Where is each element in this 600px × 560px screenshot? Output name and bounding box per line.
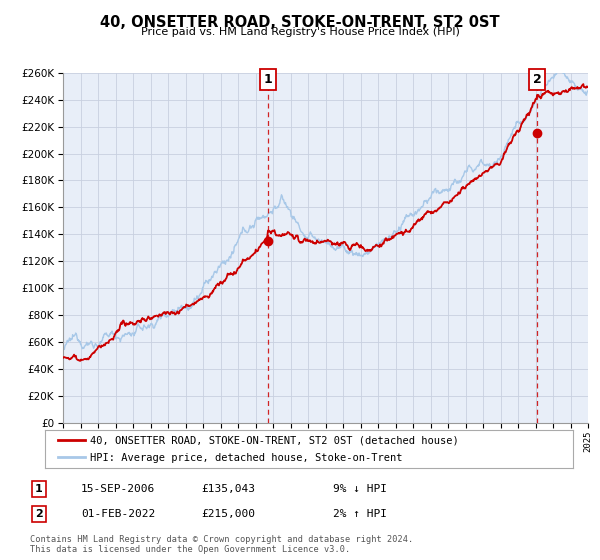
Text: 1: 1	[35, 484, 43, 494]
Text: 40, ONSETTER ROAD, STOKE-ON-TRENT, ST2 0ST: 40, ONSETTER ROAD, STOKE-ON-TRENT, ST2 0…	[100, 15, 500, 30]
Text: This data is licensed under the Open Government Licence v3.0.: This data is licensed under the Open Gov…	[30, 545, 350, 554]
Text: 2% ↑ HPI: 2% ↑ HPI	[333, 509, 387, 519]
Text: HPI: Average price, detached house, Stoke-on-Trent: HPI: Average price, detached house, Stok…	[90, 452, 403, 463]
Text: 01-FEB-2022: 01-FEB-2022	[81, 509, 155, 519]
Text: Contains HM Land Registry data © Crown copyright and database right 2024.: Contains HM Land Registry data © Crown c…	[30, 535, 413, 544]
Text: 1: 1	[263, 73, 272, 86]
Text: Price paid vs. HM Land Registry's House Price Index (HPI): Price paid vs. HM Land Registry's House …	[140, 27, 460, 38]
Text: £135,043: £135,043	[201, 484, 255, 494]
Text: 2: 2	[533, 73, 541, 86]
Text: 9% ↓ HPI: 9% ↓ HPI	[333, 484, 387, 494]
Text: £215,000: £215,000	[201, 509, 255, 519]
Text: 2: 2	[35, 509, 43, 519]
Text: 40, ONSETTER ROAD, STOKE-ON-TRENT, ST2 0ST (detached house): 40, ONSETTER ROAD, STOKE-ON-TRENT, ST2 0…	[90, 436, 458, 446]
Text: 15-SEP-2006: 15-SEP-2006	[81, 484, 155, 494]
